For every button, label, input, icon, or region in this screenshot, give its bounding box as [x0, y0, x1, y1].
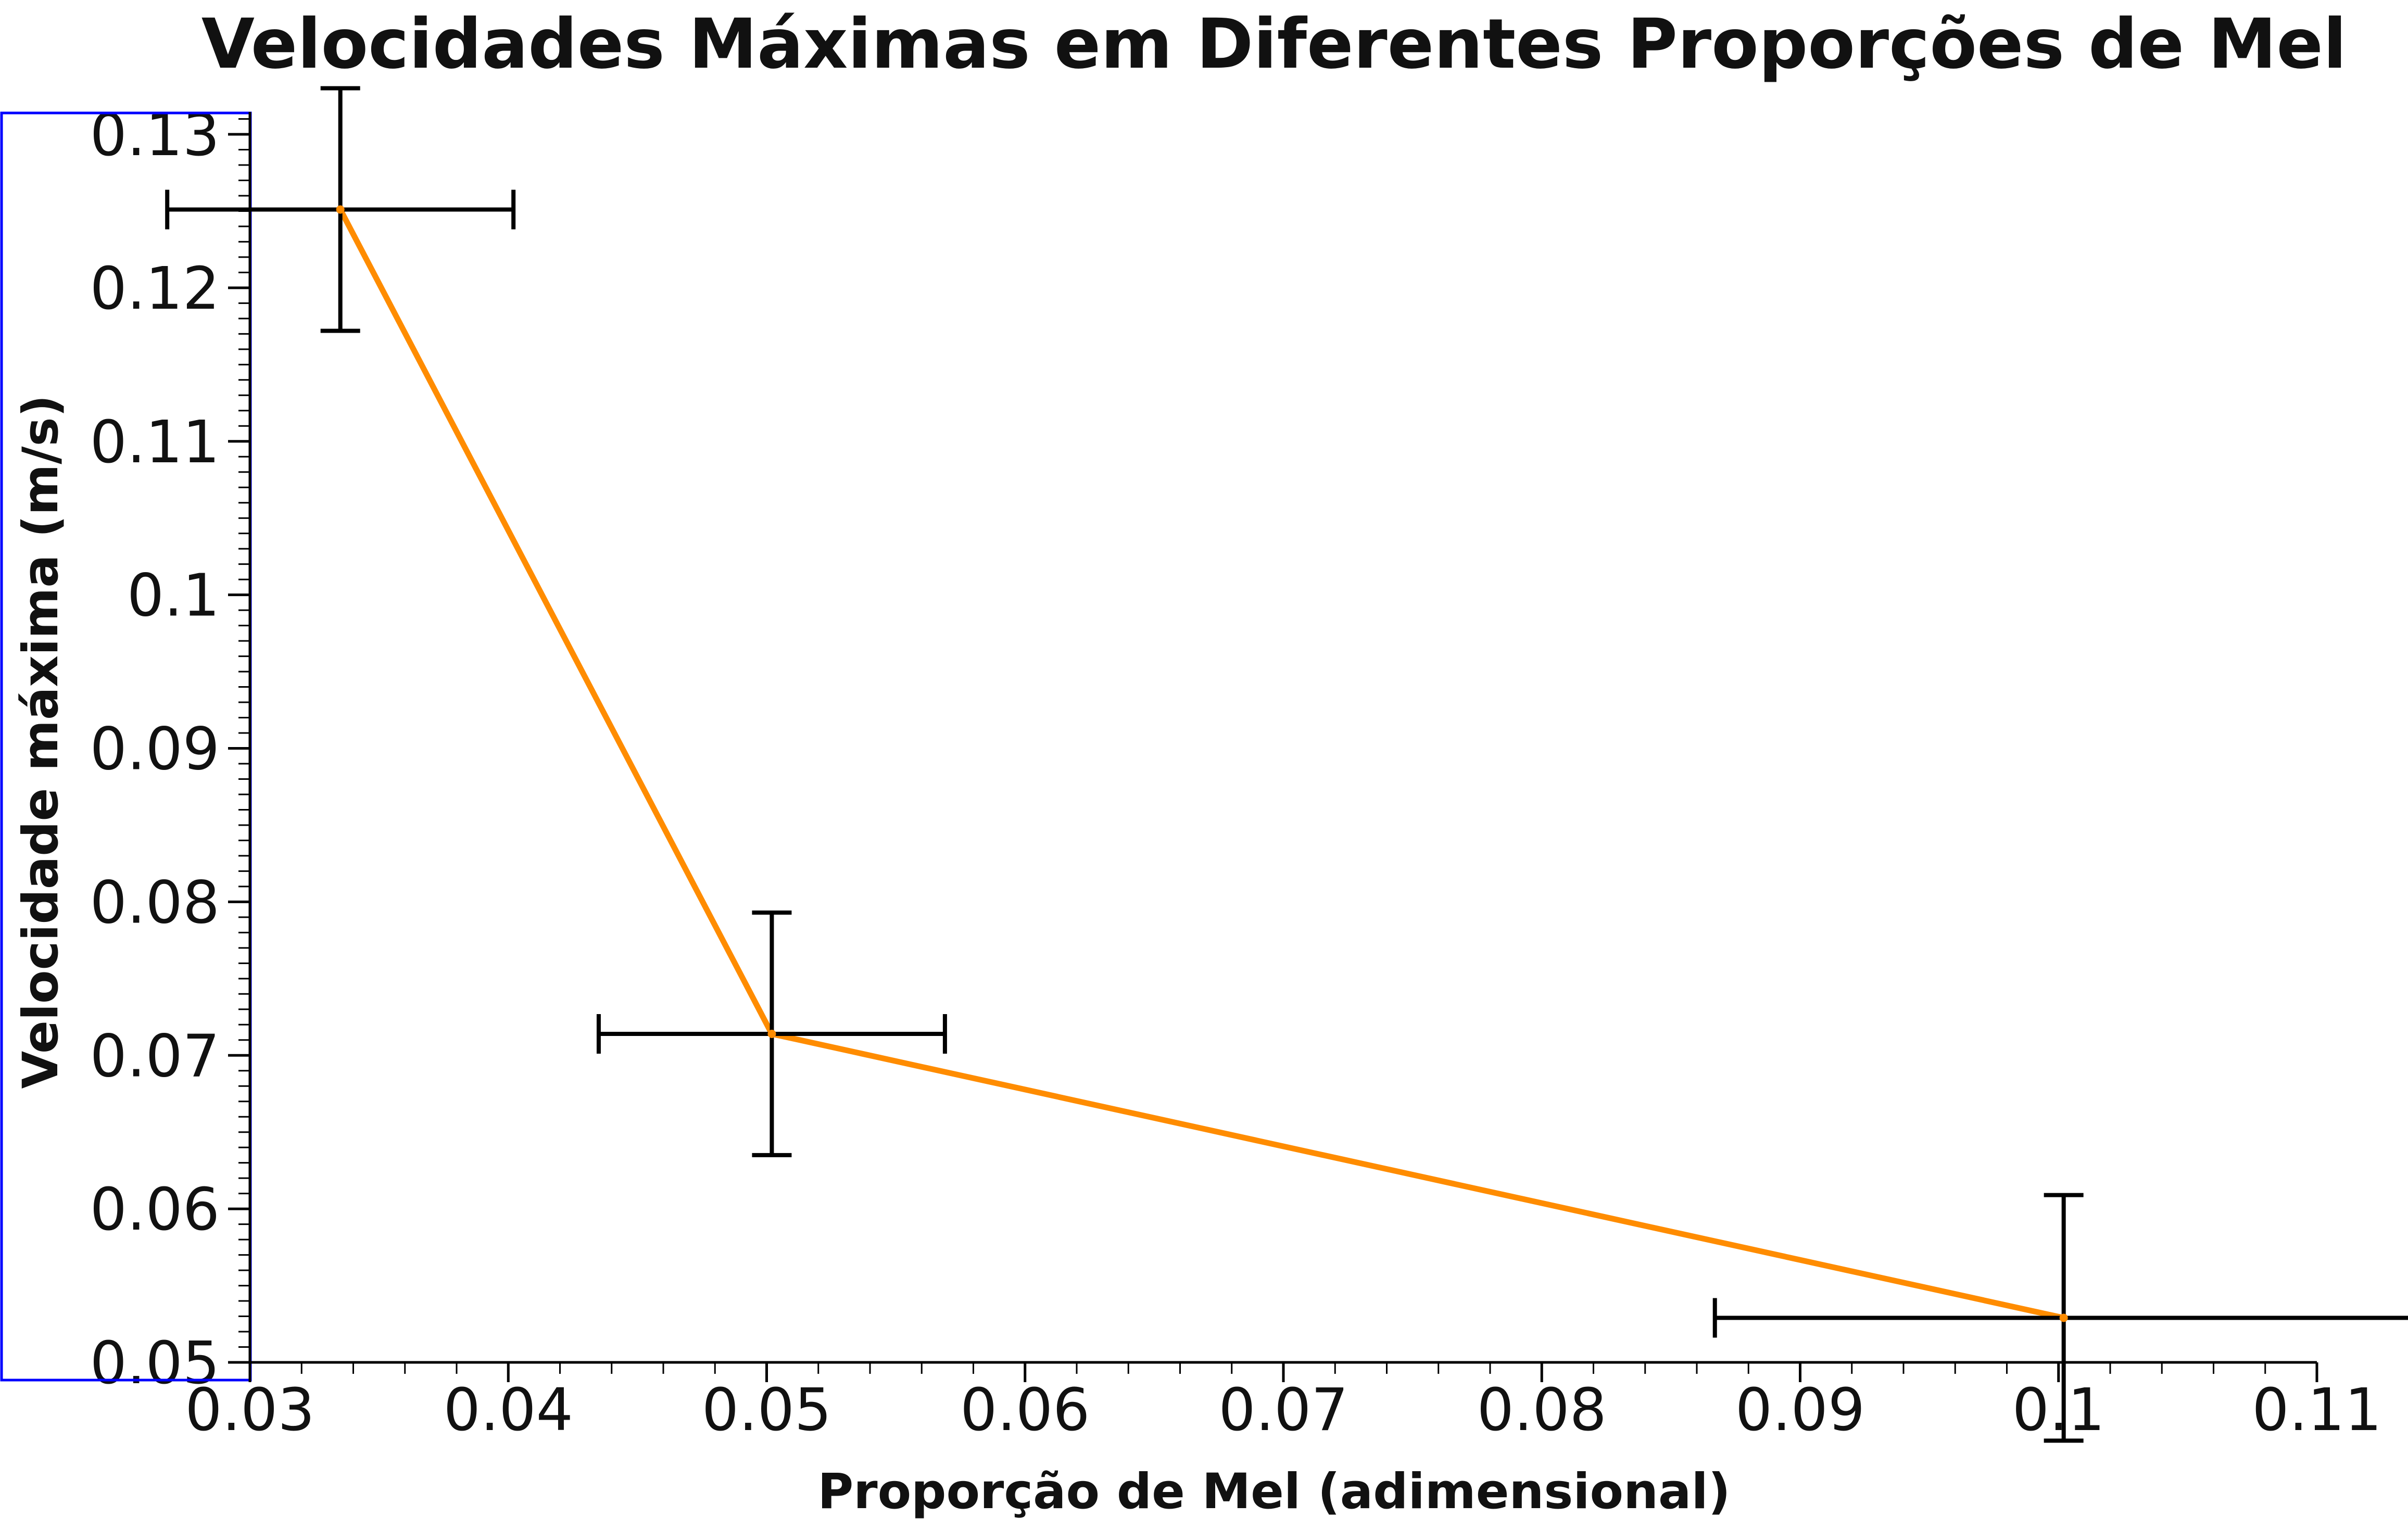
chart-title: Velocidades Máximas em Diferentes Propor…	[201, 4, 2347, 84]
x-tick-label: 0.1	[2012, 1376, 2105, 1444]
x-tick-label: 0.11	[2252, 1376, 2381, 1444]
y-axis-label: Velocidade máxima (m/s)	[12, 395, 69, 1089]
y-tick-label: 0.07	[90, 1022, 220, 1090]
x-tick-label: 0.06	[960, 1376, 1090, 1444]
x-tick-labels: 0.03 0.04 0.05 0.06 0.07 0.08 0.09 0.1 0.11	[185, 1376, 2381, 1444]
y-tick-label: 0.11	[90, 409, 220, 476]
x-tick-label: 0.09	[1735, 1376, 1865, 1444]
data-point	[336, 205, 345, 214]
y-tick-label: 0.1	[127, 562, 220, 630]
y-tick-labels: 0.050.060.070.080.090.10.110.120.13	[90, 102, 220, 1397]
data-point	[767, 1029, 776, 1038]
major-ticks	[228, 133, 2318, 1382]
x-tick-label: 0.08	[1477, 1376, 1607, 1444]
x-axis-label: Proporção de Mel (adimensional)	[817, 1463, 1730, 1520]
y-tick-label: 0.05	[90, 1330, 220, 1397]
y-tick-label: 0.06	[90, 1176, 220, 1244]
error-bars	[165, 86, 2408, 1443]
x-tick-label: 0.05	[702, 1376, 831, 1444]
x-tick-label: 0.07	[1218, 1376, 1348, 1444]
x-tick-label: 0.03	[185, 1376, 314, 1444]
y-tick-label: 0.09	[90, 716, 220, 783]
y-tick-label: 0.08	[90, 869, 220, 937]
x-tick-label: 0.04	[444, 1376, 573, 1444]
y-tick-label: 0.12	[90, 255, 220, 323]
minor-ticks	[238, 118, 2266, 1374]
data-point	[2059, 1313, 2068, 1322]
